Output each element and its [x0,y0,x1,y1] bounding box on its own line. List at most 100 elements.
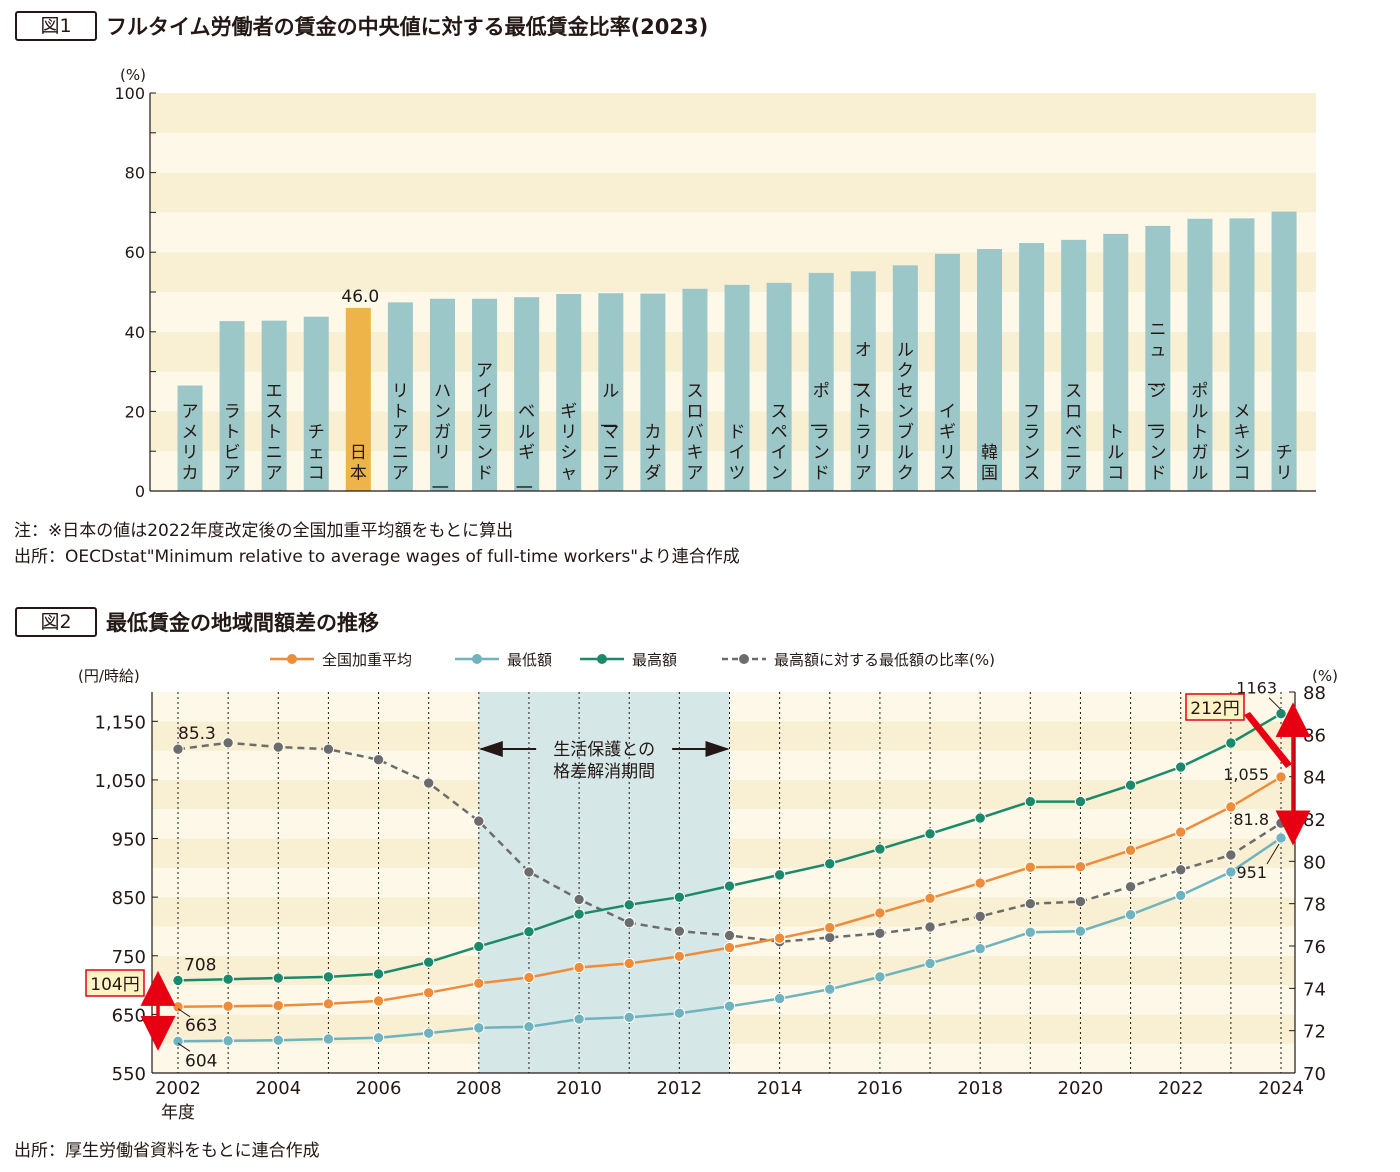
fig2-label-end-avg: 1,055 [1223,765,1269,784]
fig1-bar [1271,211,1297,491]
fig1-bar [977,249,1003,491]
fig2-y-left-tick-label: 1,150 [94,712,146,733]
fig1-bar [1103,233,1129,491]
fig2-y-right-unit: (%) [1312,667,1338,685]
fig1-category-label: フランス [1023,402,1040,484]
fig2-data-point [1175,864,1187,876]
fig2-data-point [573,893,585,906]
fig2-x-tick-label: 2014 [757,1078,803,1099]
fig2-data-point [1225,801,1237,813]
fig2-data-point [824,931,836,944]
fig2-data-point [272,972,284,984]
fig2-data-point [272,1034,284,1046]
fig2-data-point [222,973,234,985]
fig2-label-end-min: 951 [1236,863,1267,882]
fig2-data-point [924,828,936,840]
fig2-label-start-avg: 663 [185,1016,217,1036]
fig1-category-label: ル丨マニア [597,382,619,484]
fig1-bar [598,293,624,491]
fig2-data-point [573,961,585,974]
fig2-label-start-ratio: 85.3 [178,724,216,744]
fig2-legend-label: 最高額 [632,651,677,669]
fig2-label-start-min: 604 [185,1051,217,1071]
fig2-data-point [1074,795,1087,808]
fig2-data-point [773,932,786,944]
fig2-x-tick-label: 2008 [456,1078,502,1099]
fig2-data-point [222,1000,234,1012]
fig2-data-point [773,869,786,881]
fig2-x-tick-label: 2022 [1158,1078,1204,1099]
fig2-legend-label: 最高額に対する最低額の比率(%) [774,651,995,669]
fig2-x-tick-label: 2010 [556,1078,602,1099]
fig2-y-right-tick-label: 80 [1303,852,1326,873]
fig2-data-point [573,1013,585,1025]
fig1-category-label: ベルギ丨 [513,402,535,496]
fig2-leader-line [1266,843,1280,865]
fig1-bar [1229,218,1255,491]
fig2-data-point [172,743,184,755]
fig2-data-point [1124,881,1137,893]
fig2-data-point [924,957,936,970]
fig2-data-point [1225,866,1237,878]
fig1-bar [934,253,960,491]
fig2-y-left-tick-label: 850 [112,888,146,909]
fig1-band [150,132,1316,173]
fig2-data-point [372,754,385,766]
fig2-y-left-tick-label: 1,050 [94,771,146,792]
fig2-data-point [874,927,886,939]
fig2-data-point [924,921,936,933]
fig1-highlight-value-label: 46.0 [341,287,379,307]
fig2-data-point [723,880,736,892]
fig1-bar [261,320,287,491]
fig2-data-point [1275,817,1287,829]
fig2-x-tick-label: 2018 [957,1078,1003,1099]
fig2-data-point [824,921,836,934]
fig2-data-point [1124,779,1137,791]
fig1-y-tick-label: 40 [125,323,145,342]
fig2-data-point [573,908,585,920]
fig1-category-label: チリ [1276,443,1293,484]
fig1-bar [387,302,413,491]
fig2-title: 最低賃金の地域間額差の推移 [106,611,379,635]
fig2-data-point [824,858,836,870]
fig1-category-label: ポルトガル [1191,382,1208,484]
fig2-shaded-period [478,692,730,1073]
fig2-legend-label: 全国加重平均 [322,651,412,669]
fig2-data-point [272,999,284,1012]
fig1-title: フルタイム労働者の賃金の中央値に対する最低賃金比率(2023) [106,15,709,39]
fig2-data-point [974,877,986,889]
fig1-bar [345,307,371,491]
fig2-gap-2024-label: 212円 [1190,699,1239,719]
fig1-note: 注：※日本の値は2022年度改定後の全国加重平均額をもとに算出 [14,521,514,541]
fig1-bar [303,316,329,491]
fig2-data-point [1275,707,1287,720]
fig2-period-label-line1: 生活保護との [553,740,655,760]
fig1-category-label: ルクセンブルク [897,341,914,484]
fig2-data-point [1275,771,1287,783]
fig2-data-point [372,968,385,980]
fig2-data-point [422,777,435,789]
fig1-category-label: メキシコ [1234,402,1251,484]
fig1-category-label: エストニア [266,382,283,484]
fig2-legend-label: 最低額 [507,651,552,669]
fig2-data-point [874,843,886,855]
fig2-y-right-tick-label: 84 [1303,768,1326,789]
fig2-label-end-max: 1163 [1236,679,1277,698]
fig1-bar [1061,239,1087,491]
fig1-bar [219,321,245,491]
fig2-data-point [523,971,535,984]
fig2-y-left-tick-label: 650 [112,1005,146,1026]
fig2-data-point [974,943,986,955]
fig1-category-label: ドイツ [729,423,746,484]
fig2-legend-marker [597,654,607,664]
fig2-y-right-tick-label: 78 [1303,895,1326,916]
fig2-data-point [1124,909,1137,921]
fig2-x-tick-label: 2006 [356,1078,402,1099]
fig2-data-point [222,1035,234,1047]
fig2-x-tick-label: 2024 [1258,1078,1304,1099]
fig2-data-point [974,812,986,824]
fig2-data-point [623,917,635,929]
fig2-y-right-tick-label: 70 [1303,1064,1326,1085]
fig1-bar [1145,225,1171,491]
fig2-y-right-tick-label: 72 [1303,1022,1326,1043]
